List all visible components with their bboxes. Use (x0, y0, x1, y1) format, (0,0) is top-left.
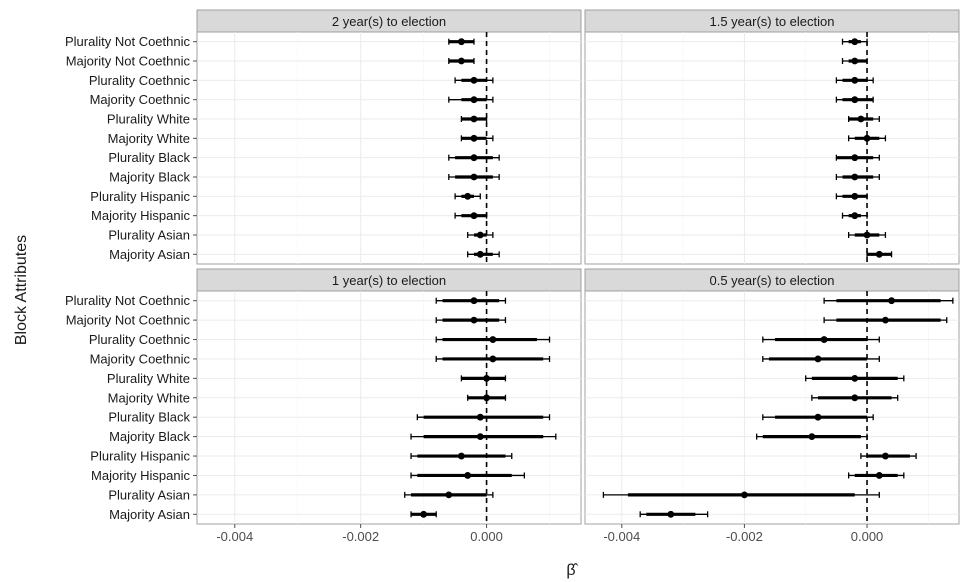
panel-background (196, 290, 582, 525)
estimate-point (851, 57, 859, 65)
category-label: Majority Hispanic (91, 468, 190, 483)
estimate-point (489, 355, 497, 363)
facet-panel: 1.5 year(s) to election (584, 9, 960, 265)
category-label: Majority Hispanic (91, 208, 190, 223)
x-axis: -0.004 -0.002 0.000 -0.004 -0.002 0.000 (216, 524, 883, 544)
estimate-point (476, 250, 484, 258)
estimate-point (882, 316, 889, 324)
category-label: Plurality Not Coethnic (65, 293, 190, 308)
category-label: Majority Not Coethnic (66, 313, 191, 328)
estimate-point (863, 134, 871, 142)
category-label: Plurality Not Coethnic (65, 34, 190, 49)
estimate-point (851, 374, 859, 382)
estimate-point (851, 154, 859, 162)
estimate-point (464, 472, 472, 479)
estimate-point (489, 336, 497, 343)
facet-title: 1 year(s) to election (332, 273, 446, 288)
estimate-point (875, 250, 883, 258)
estimate-point (667, 510, 675, 518)
category-label: Majority Not Coethnic (66, 54, 191, 69)
x-tick-label: -0.002 (726, 529, 763, 544)
category-label: Plurality Asian (108, 228, 190, 243)
estimate-point (445, 491, 453, 499)
estimate-point (457, 38, 465, 46)
estimate-point (483, 394, 490, 402)
estimate-point (851, 212, 859, 220)
estimate-point (851, 96, 859, 104)
estimate-point (808, 433, 816, 441)
facet-title: 2 year(s) to election (332, 14, 446, 29)
estimate-point (470, 297, 478, 305)
estimate-point (470, 134, 478, 142)
panel-background (584, 31, 960, 265)
estimate-point (464, 192, 472, 200)
estimate-point (470, 212, 478, 220)
estimate-point (820, 336, 828, 343)
x-tick-label: -0.004 (603, 529, 640, 544)
estimate-point (875, 472, 883, 479)
category-label: Majority White (108, 131, 190, 146)
estimate-point (851, 38, 859, 46)
estimate-point (814, 355, 822, 363)
category-labels: Plurality Not Coethnic Majority Not Coeth… (65, 34, 197, 522)
panel-background (196, 31, 582, 265)
category-label: Plurality White (107, 371, 190, 386)
x-tick-label: 0.000 (851, 529, 884, 544)
category-label: Majority White (108, 390, 190, 405)
category-label: Majority Coethnic (90, 351, 191, 366)
estimate-point (882, 452, 889, 460)
panel-background (584, 290, 960, 525)
facet-panel: 2 year(s) to election (196, 9, 582, 265)
estimate-point (851, 192, 859, 200)
estimate-point (470, 154, 478, 162)
category-label: Plurality Coethnic (89, 73, 191, 88)
facet-title: 0.5 year(s) to election (709, 273, 834, 288)
estimate-point (457, 57, 465, 65)
estimate-point (470, 316, 478, 324)
estimate-point (888, 297, 895, 305)
category-label: Plurality Black (108, 410, 190, 425)
category-label: Majority Asian (109, 507, 190, 522)
x-tick-label: -0.002 (342, 529, 379, 544)
category-label: Majority Coethnic (90, 92, 191, 107)
estimate-point (420, 510, 428, 518)
estimate-point (457, 452, 465, 460)
category-label: Plurality Coethnic (89, 332, 191, 347)
estimate-point (476, 433, 484, 441)
category-label: Majority Asian (109, 247, 190, 262)
estimate-point (476, 413, 484, 421)
estimate-point (470, 76, 478, 84)
facet-panel: 0.5 year(s) to election (584, 268, 960, 525)
x-tick-label: -0.004 (216, 529, 253, 544)
category-label: Plurality White (107, 112, 190, 127)
category-label: Plurality Hispanic (90, 189, 190, 204)
estimate-point (470, 173, 478, 181)
category-label: Plurality Black (108, 150, 190, 165)
estimate-point (851, 173, 859, 181)
estimate-point (851, 76, 859, 84)
category-label: Majority Black (109, 429, 190, 444)
x-tick-label: 0.000 (470, 529, 503, 544)
category-label: Majority Black (109, 170, 190, 185)
estimate-point (857, 115, 865, 123)
estimate-point (863, 231, 871, 239)
facet-panel: 1 year(s) to election (196, 268, 582, 525)
estimate-point (476, 231, 484, 239)
estimate-point (814, 413, 822, 421)
x-axis-title: β̂ (566, 562, 578, 579)
estimate-point (741, 491, 748, 499)
facet-title: 1.5 year(s) to election (709, 14, 834, 29)
facet-panels: 2 year(s) to election 1.5 year(s) to elec… (196, 9, 960, 525)
category-label: Plurality Asian (108, 487, 190, 502)
estimate-point (483, 374, 490, 382)
category-label: Plurality Hispanic (90, 449, 190, 464)
estimate-point (851, 394, 859, 402)
estimate-point (470, 115, 478, 123)
estimate-point (470, 96, 478, 104)
y-axis-title: Block Attributes (13, 235, 30, 345)
